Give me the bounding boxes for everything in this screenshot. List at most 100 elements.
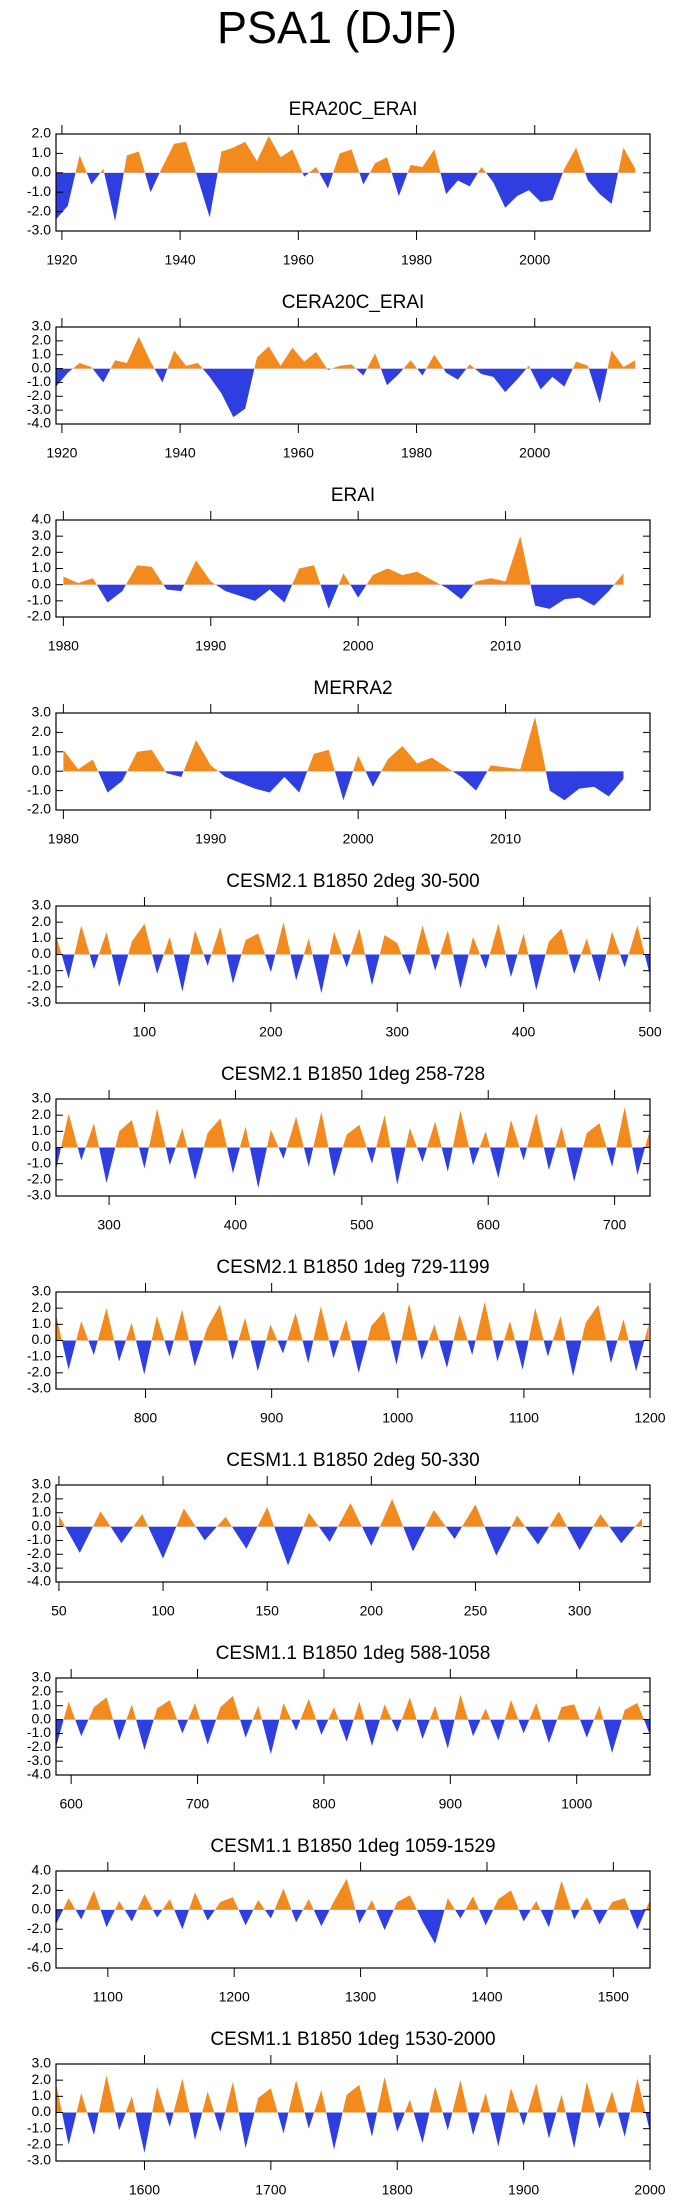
y-tick-label: 0.0 [32, 1901, 52, 1917]
x-tick-label: 1200 [219, 1989, 250, 2005]
x-tick-label: 2000 [343, 831, 374, 847]
y-tick-label: -6.0 [27, 1959, 51, 1975]
y-tick-label: 3.0 [32, 1283, 52, 1299]
x-tick-label: 200 [360, 1603, 384, 1619]
y-tick-label: 3.0 [32, 1476, 52, 1492]
x-tick-label: 400 [224, 1217, 248, 1233]
x-tick-label: 1940 [165, 445, 196, 461]
panel-title: CERA20C_ERAI [282, 292, 425, 313]
y-tick-label: -2.0 [27, 1364, 51, 1380]
positive-area [63, 536, 624, 585]
y-tick-label: -1.0 [27, 961, 51, 977]
plot-frame [55, 133, 651, 232]
plot-frame [55, 712, 651, 811]
x-tick-label: 1500 [598, 1989, 629, 2005]
y-tick-label: 1.0 [32, 1503, 52, 1519]
y-tick-label: 2.0 [32, 723, 52, 739]
plot-frame [55, 1870, 651, 1969]
y-tick-label: -2.0 [27, 1920, 51, 1936]
x-tick-label: 2010 [490, 831, 521, 847]
y-tick-label: 3.0 [32, 1090, 52, 1106]
panel-title: CESM2.1 B1850 1deg 258-728 [221, 1064, 485, 1085]
y-tick-label: -2.0 [27, 608, 51, 624]
y-tick-label: 0.0 [32, 1517, 52, 1533]
y-tick-label: -2.0 [27, 202, 51, 218]
y-tick-label: 2.0 [32, 1106, 52, 1122]
positive-area [56, 2075, 650, 2113]
plot-frame [55, 1098, 651, 1197]
positive-area [56, 1107, 650, 1148]
x-tick-label: 1400 [471, 1989, 502, 2005]
y-tick-label: 1.0 [32, 1315, 52, 1331]
plot-frame [55, 1484, 651, 1583]
negative-area [98, 771, 624, 801]
x-tick-label: 1920 [46, 252, 77, 268]
y-tick-label: -3.0 [27, 1187, 51, 1203]
x-tick-label: 1990 [195, 831, 226, 847]
panel-title: CESM2.1 B1850 2deg 30-500 [226, 871, 480, 892]
panel-title: CESM2.1 B1850 1deg 729-1199 [216, 1257, 489, 1278]
negative-area [56, 1340, 649, 1377]
y-tick-label: -2.0 [27, 801, 51, 817]
x-tick-label: 300 [386, 1024, 410, 1040]
plot-frame [55, 1677, 651, 1776]
y-tick-label: 0.0 [32, 164, 52, 180]
y-tick-label: 2.0 [32, 125, 52, 141]
x-tick-label: 1990 [195, 638, 226, 654]
positive-area [56, 922, 650, 955]
x-tick-label: 1700 [255, 2182, 286, 2198]
y-tick-label: 3.0 [32, 897, 52, 913]
y-tick-label: -1.0 [27, 2119, 51, 2135]
y-tick-label: 2.0 [32, 913, 52, 929]
plot-frame [55, 326, 651, 425]
x-tick-label: 800 [312, 1796, 336, 1812]
x-tick-label: 500 [350, 1217, 374, 1233]
x-tick-label: 1980 [401, 252, 432, 268]
y-tick-label: 1.0 [32, 559, 52, 575]
panel-title: ERAI [331, 485, 375, 506]
x-tick-label: 1940 [165, 252, 196, 268]
negative-area [56, 2112, 650, 2153]
x-tick-label: 1100 [509, 1410, 539, 1426]
panel-title: MERRA2 [313, 678, 392, 699]
x-tick-label: 100 [133, 1024, 157, 1040]
x-tick-label: 500 [638, 1024, 662, 1040]
x-tick-label: 800 [134, 1410, 158, 1426]
y-tick-label: 3.0 [32, 704, 52, 720]
x-tick-label: 600 [59, 1796, 83, 1812]
y-tick-label: 2.0 [32, 2071, 52, 2087]
x-tick-label: 1900 [508, 2182, 539, 2198]
positive-area [63, 1878, 650, 1910]
y-tick-label: -3.0 [27, 2152, 51, 2168]
x-tick-label: 600 [477, 1217, 501, 1233]
x-tick-label: 900 [439, 1796, 463, 1812]
panel-title: CESM1.1 B1850 1deg 588-1058 [216, 1643, 491, 1664]
y-tick-label: 0.0 [32, 1331, 52, 1347]
y-tick-label: 1.0 [32, 929, 52, 945]
panel-title: CESM1.1 B1850 1deg 1059-1529 [210, 1836, 495, 1857]
y-tick-label: 2.0 [32, 1683, 52, 1699]
y-tick-label: 1.0 [32, 144, 52, 160]
y-tick-label: 1.0 [32, 1122, 52, 1138]
page-title: PSA1 (DJF) [217, 2, 457, 53]
plot-frame [55, 2063, 651, 2162]
y-tick-label: -1.0 [27, 183, 51, 199]
x-tick-label: 2000 [519, 445, 550, 461]
y-tick-label: -4.0 [27, 1939, 51, 1955]
negative-area [56, 1147, 650, 1188]
y-tick-label: 0.0 [32, 945, 52, 961]
y-tick-label: -4.0 [27, 415, 51, 431]
y-tick-label: -3.0 [27, 1559, 51, 1575]
y-tick-label: 0.0 [32, 359, 52, 375]
y-tick-label: 1.0 [32, 345, 52, 361]
y-tick-label: -1.0 [27, 1531, 51, 1547]
x-tick-label: 1100 [93, 1989, 123, 2005]
y-tick-label: 4.0 [32, 1862, 52, 1878]
negative-area [56, 954, 650, 994]
x-tick-label: 150 [256, 1603, 280, 1619]
y-tick-label: 2.0 [32, 1299, 52, 1315]
y-tick-label: 4.0 [32, 511, 52, 527]
x-tick-label: 50 [51, 1603, 67, 1619]
y-tick-label: -2.0 [27, 2136, 51, 2152]
